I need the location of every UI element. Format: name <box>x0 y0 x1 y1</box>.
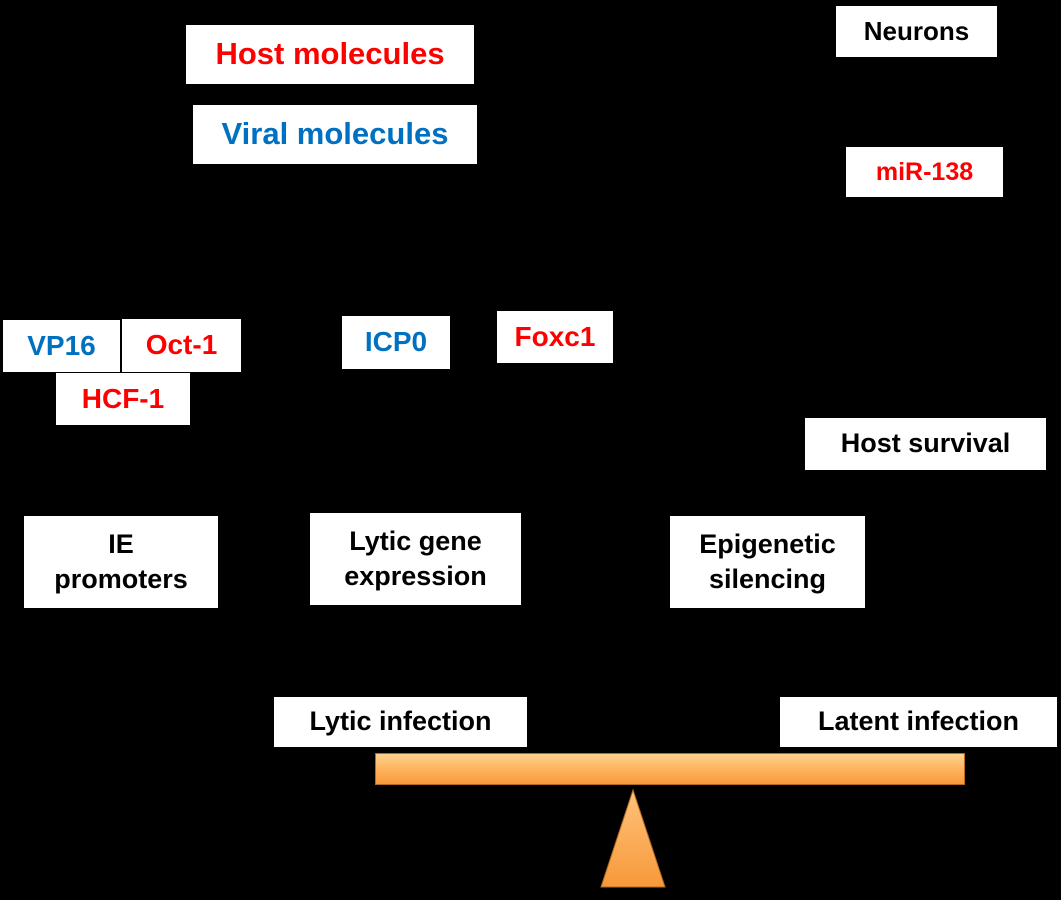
icp0-label: ICP0 <box>342 316 450 369</box>
lytic-gene-expression-line2: expression <box>344 561 487 591</box>
lytic-gene-expression-line1: Lytic gene <box>349 525 482 556</box>
epigenetic-silencing-line1: Epigenetic <box>699 528 836 559</box>
latent-infection-label: Latent infection <box>780 697 1057 747</box>
mir138-label: miR-138 <box>846 147 1003 197</box>
balance-fulcrum <box>600 788 666 888</box>
epigenetic-silencing-line2: silencing <box>708 564 827 594</box>
lytic-gene-expression-label: Lytic gene expression <box>310 513 521 605</box>
legend-host-molecules: Host molecules <box>186 25 474 84</box>
foxc1-label: Foxc1 <box>497 311 613 363</box>
ie-promoters-line2: promoters <box>54 564 188 594</box>
hcf1-label: HCF-1 <box>56 373 190 425</box>
epigenetic-silencing-label: Epigenetic silencing <box>670 516 865 608</box>
lytic-infection-label: Lytic infection <box>274 697 527 747</box>
vp16-label: VP16 <box>3 320 120 372</box>
ie-promoters-line1: IE <box>108 528 134 559</box>
host-survival-label: Host survival <box>805 418 1046 470</box>
ie-promoters-label: IE promoters <box>24 516 218 608</box>
balance-beam <box>375 753 965 785</box>
neurons-label: Neurons <box>836 6 997 57</box>
oct1-label: Oct-1 <box>122 319 241 372</box>
legend-viral-molecules: Viral molecules <box>193 105 477 164</box>
